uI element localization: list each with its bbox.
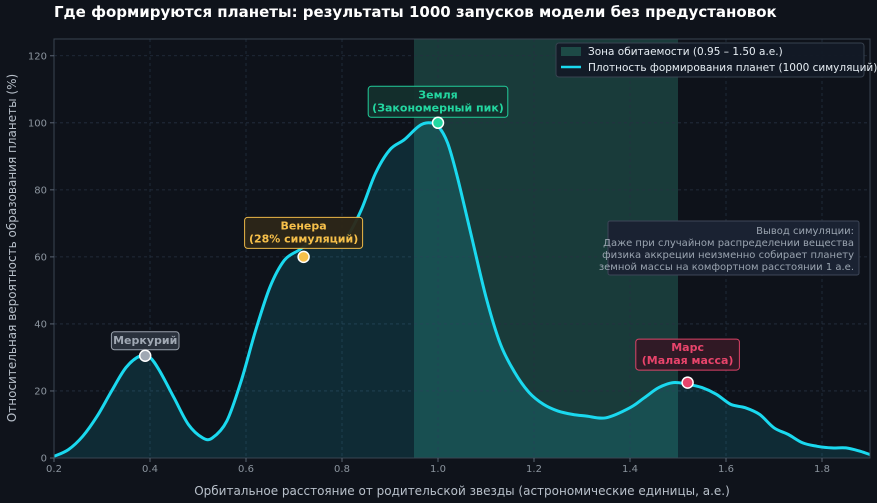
x-tick-label: 0.6	[238, 464, 254, 475]
legend: Зона обитаемости (0.95 – 1.50 а.е.) Плот…	[555, 42, 877, 78]
annotation-1: Венера(28% симуляций)	[244, 216, 364, 264]
y-axis-ticks: 0 20 40 60 80 100 120	[28, 51, 54, 465]
conclusion-box: Вывод симуляции: Даже при случайном расп…	[599, 220, 860, 276]
conclusion-line: Вывод симуляции:	[756, 226, 854, 237]
y-tick-label: 40	[34, 319, 47, 330]
planet-marker	[431, 116, 445, 130]
annotation-label: Земля	[418, 88, 457, 101]
density-curve	[54, 121, 870, 458]
annotation-box	[635, 338, 740, 371]
annotation-label: (Малая масса)	[642, 354, 734, 367]
planet-marker	[681, 376, 694, 389]
y-tick-label: 20	[34, 386, 47, 397]
conclusion-line: физика аккреции неизменно собирает плане…	[602, 250, 854, 261]
x-tick-label: 1.2	[526, 464, 542, 475]
annotation-3: Марс(Малая масса)	[635, 338, 740, 389]
annotation-2: Земля(Закономерный пик)	[367, 85, 509, 130]
x-tick-label: 1.0	[430, 464, 446, 475]
density-area	[54, 122, 870, 458]
y-tick-label: 100	[28, 118, 47, 129]
annotation-label: Марс	[671, 341, 704, 354]
conclusion-line: земной массы на комфортном расстоянии 1 …	[599, 262, 854, 273]
planet-annotations: Меркурий Венера(28% симуляций) Земля(Закон…	[110, 85, 740, 389]
chart-title: Где формируются планеты: результаты 1000…	[54, 3, 777, 21]
y-tick-label: 80	[34, 185, 47, 196]
x-tick-label: 1.8	[814, 464, 830, 475]
legend-curve-label: Плотность формирования планет (1000 симу…	[588, 62, 877, 74]
annotation-label: Меркурий	[113, 334, 177, 347]
conclusion-box-bg	[607, 220, 860, 276]
annotation-label: Венера	[280, 219, 326, 232]
annotation-box	[244, 216, 364, 249]
y-axis-label: Относительная вероятность образования пл…	[5, 74, 19, 422]
legend-habitable-zone-swatch	[561, 47, 581, 56]
annotation-label: (Закономерный пик)	[372, 101, 504, 114]
x-tick-label: 0.4	[142, 464, 158, 475]
x-axis-ticks: 0.2 0.4 0.6 0.8 1.0 1.2 1.4 1.6 1.8	[46, 458, 830, 475]
x-tick-label: 0.2	[46, 464, 62, 475]
planet-marker	[138, 349, 152, 363]
x-tick-label: 0.8	[334, 464, 350, 475]
x-axis-label: Орбитальное расстояние от родительской з…	[194, 484, 730, 498]
conclusion-line: Даже при случайном распределении веществ…	[603, 238, 854, 249]
x-tick-label: 1.6	[718, 464, 734, 475]
y-tick-label: 120	[28, 51, 47, 62]
legend-box	[555, 42, 865, 78]
y-tick-label: 60	[34, 252, 47, 263]
plot-frame	[53, 38, 871, 459]
x-tick-label: 1.4	[622, 464, 638, 475]
annotation-0: Меркурий	[110, 331, 180, 363]
y-tick-label: 0	[41, 454, 47, 465]
legend-habitable-zone-label: Зона обитаемости (0.95 – 1.50 а.е.)	[588, 46, 783, 58]
planet-marker	[297, 250, 310, 264]
annotation-label: (28% симуляций)	[249, 232, 358, 245]
